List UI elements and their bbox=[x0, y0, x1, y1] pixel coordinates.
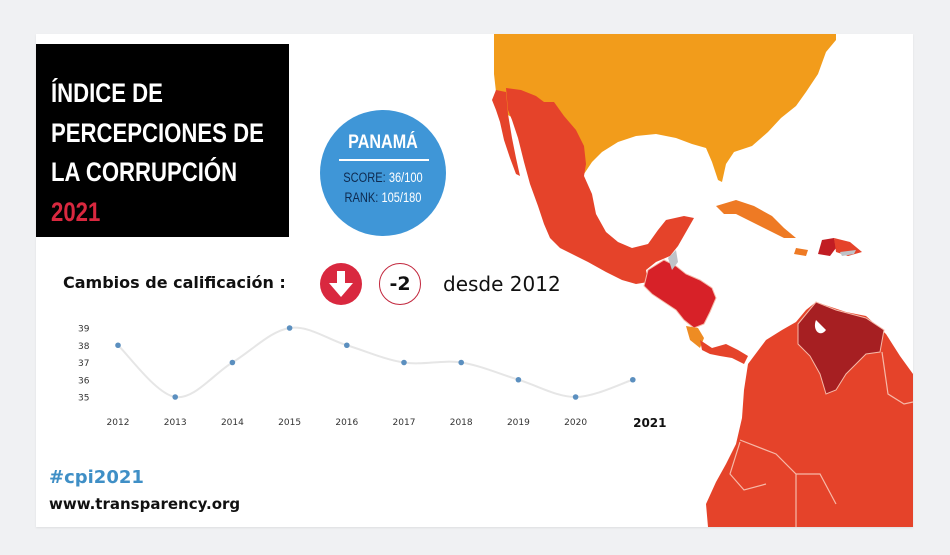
country-badge: PANAMÁ SCORE: 36/100 RANK: 105/180 bbox=[320, 110, 446, 236]
rank-row: RANK: 105/180 bbox=[331, 190, 434, 205]
website-link[interactable]: www.transparency.org bbox=[49, 495, 241, 513]
map-cuba bbox=[716, 200, 796, 238]
score-value: 36/100 bbox=[388, 170, 423, 185]
title-block: ÍNDICE DE PERCEPCIONES DE LA CORRUPCIÓN … bbox=[36, 44, 289, 237]
rank-value: 105/180 bbox=[381, 190, 422, 205]
map-mexico bbox=[506, 88, 694, 284]
score-row: SCORE: 36/100 bbox=[331, 170, 434, 185]
badge-country: PANAMÁ bbox=[348, 132, 418, 153]
map-haiti bbox=[818, 238, 836, 256]
score-label: SCORE: bbox=[343, 170, 386, 185]
badge-divider bbox=[339, 159, 429, 161]
arrow-down-icon bbox=[320, 263, 362, 305]
title-line-1: ÍNDICE DE bbox=[51, 78, 163, 108]
score-delta: -2 bbox=[379, 263, 421, 305]
title-line-3: LA CORRUPCIÓN bbox=[51, 157, 238, 187]
infographic-card: ÍNDICE DE PERCEPCIONES DE LA CORRUPCIÓN … bbox=[36, 34, 913, 527]
map-costa-rica bbox=[686, 326, 704, 348]
map-baja bbox=[492, 90, 520, 176]
rank-label: RANK: bbox=[344, 190, 379, 205]
americas-map bbox=[492, 34, 913, 527]
title-year: 2021 bbox=[51, 197, 101, 227]
changes-label: Cambios de calificación : bbox=[63, 273, 286, 292]
hashtag: #cpi2021 bbox=[49, 467, 144, 488]
map-panama bbox=[700, 340, 748, 364]
title-line-2: PERCEPCIONES DE bbox=[51, 118, 264, 148]
map-central-america bbox=[643, 259, 717, 329]
since-text: desde 2012 bbox=[443, 272, 561, 296]
